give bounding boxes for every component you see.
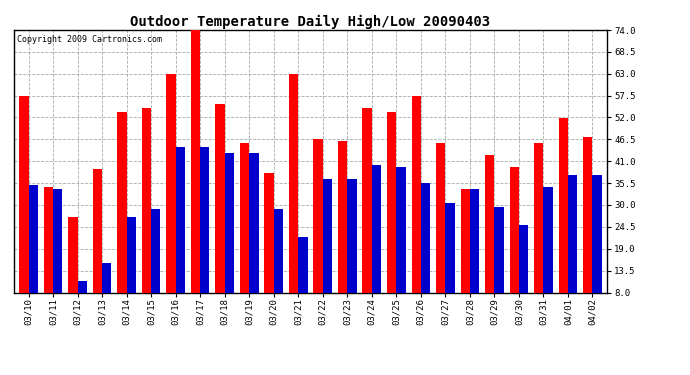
Bar xyxy=(92,169,102,292)
Bar xyxy=(396,167,406,292)
Bar xyxy=(460,189,470,292)
Bar xyxy=(519,225,529,292)
Bar xyxy=(215,104,225,292)
Bar xyxy=(68,217,77,292)
Bar xyxy=(102,262,111,292)
Bar xyxy=(510,167,519,292)
Bar xyxy=(126,217,136,292)
Bar xyxy=(298,237,308,292)
Bar xyxy=(338,141,347,292)
Text: Copyright 2009 Cartronics.com: Copyright 2009 Cartronics.com xyxy=(17,35,161,44)
Bar xyxy=(225,153,234,292)
Bar xyxy=(544,187,553,292)
Bar xyxy=(77,280,87,292)
Bar xyxy=(323,179,332,292)
Bar xyxy=(372,165,381,292)
Bar xyxy=(28,185,38,292)
Bar xyxy=(289,74,298,292)
Bar xyxy=(534,143,544,292)
Bar xyxy=(117,111,126,292)
Bar xyxy=(568,175,578,292)
Bar xyxy=(19,96,28,292)
Bar xyxy=(151,209,161,292)
Bar xyxy=(387,111,396,292)
Bar xyxy=(200,147,210,292)
Bar xyxy=(347,179,357,292)
Bar xyxy=(313,140,323,292)
Bar xyxy=(495,207,504,292)
Bar xyxy=(53,189,62,292)
Title: Outdoor Temperature Daily High/Low 20090403: Outdoor Temperature Daily High/Low 20090… xyxy=(130,15,491,29)
Bar xyxy=(559,117,568,292)
Bar xyxy=(249,153,259,292)
Bar xyxy=(470,189,479,292)
Bar xyxy=(274,209,283,292)
Bar xyxy=(191,30,200,292)
Bar xyxy=(445,203,455,292)
Bar xyxy=(485,155,495,292)
Bar xyxy=(583,137,593,292)
Bar xyxy=(421,183,430,292)
Bar xyxy=(593,175,602,292)
Bar xyxy=(411,96,421,292)
Bar xyxy=(240,143,249,292)
Bar xyxy=(362,108,372,292)
Bar xyxy=(166,74,176,292)
Bar xyxy=(436,143,445,292)
Bar xyxy=(264,173,274,292)
Bar xyxy=(43,187,53,292)
Bar xyxy=(176,147,185,292)
Bar xyxy=(142,108,151,292)
